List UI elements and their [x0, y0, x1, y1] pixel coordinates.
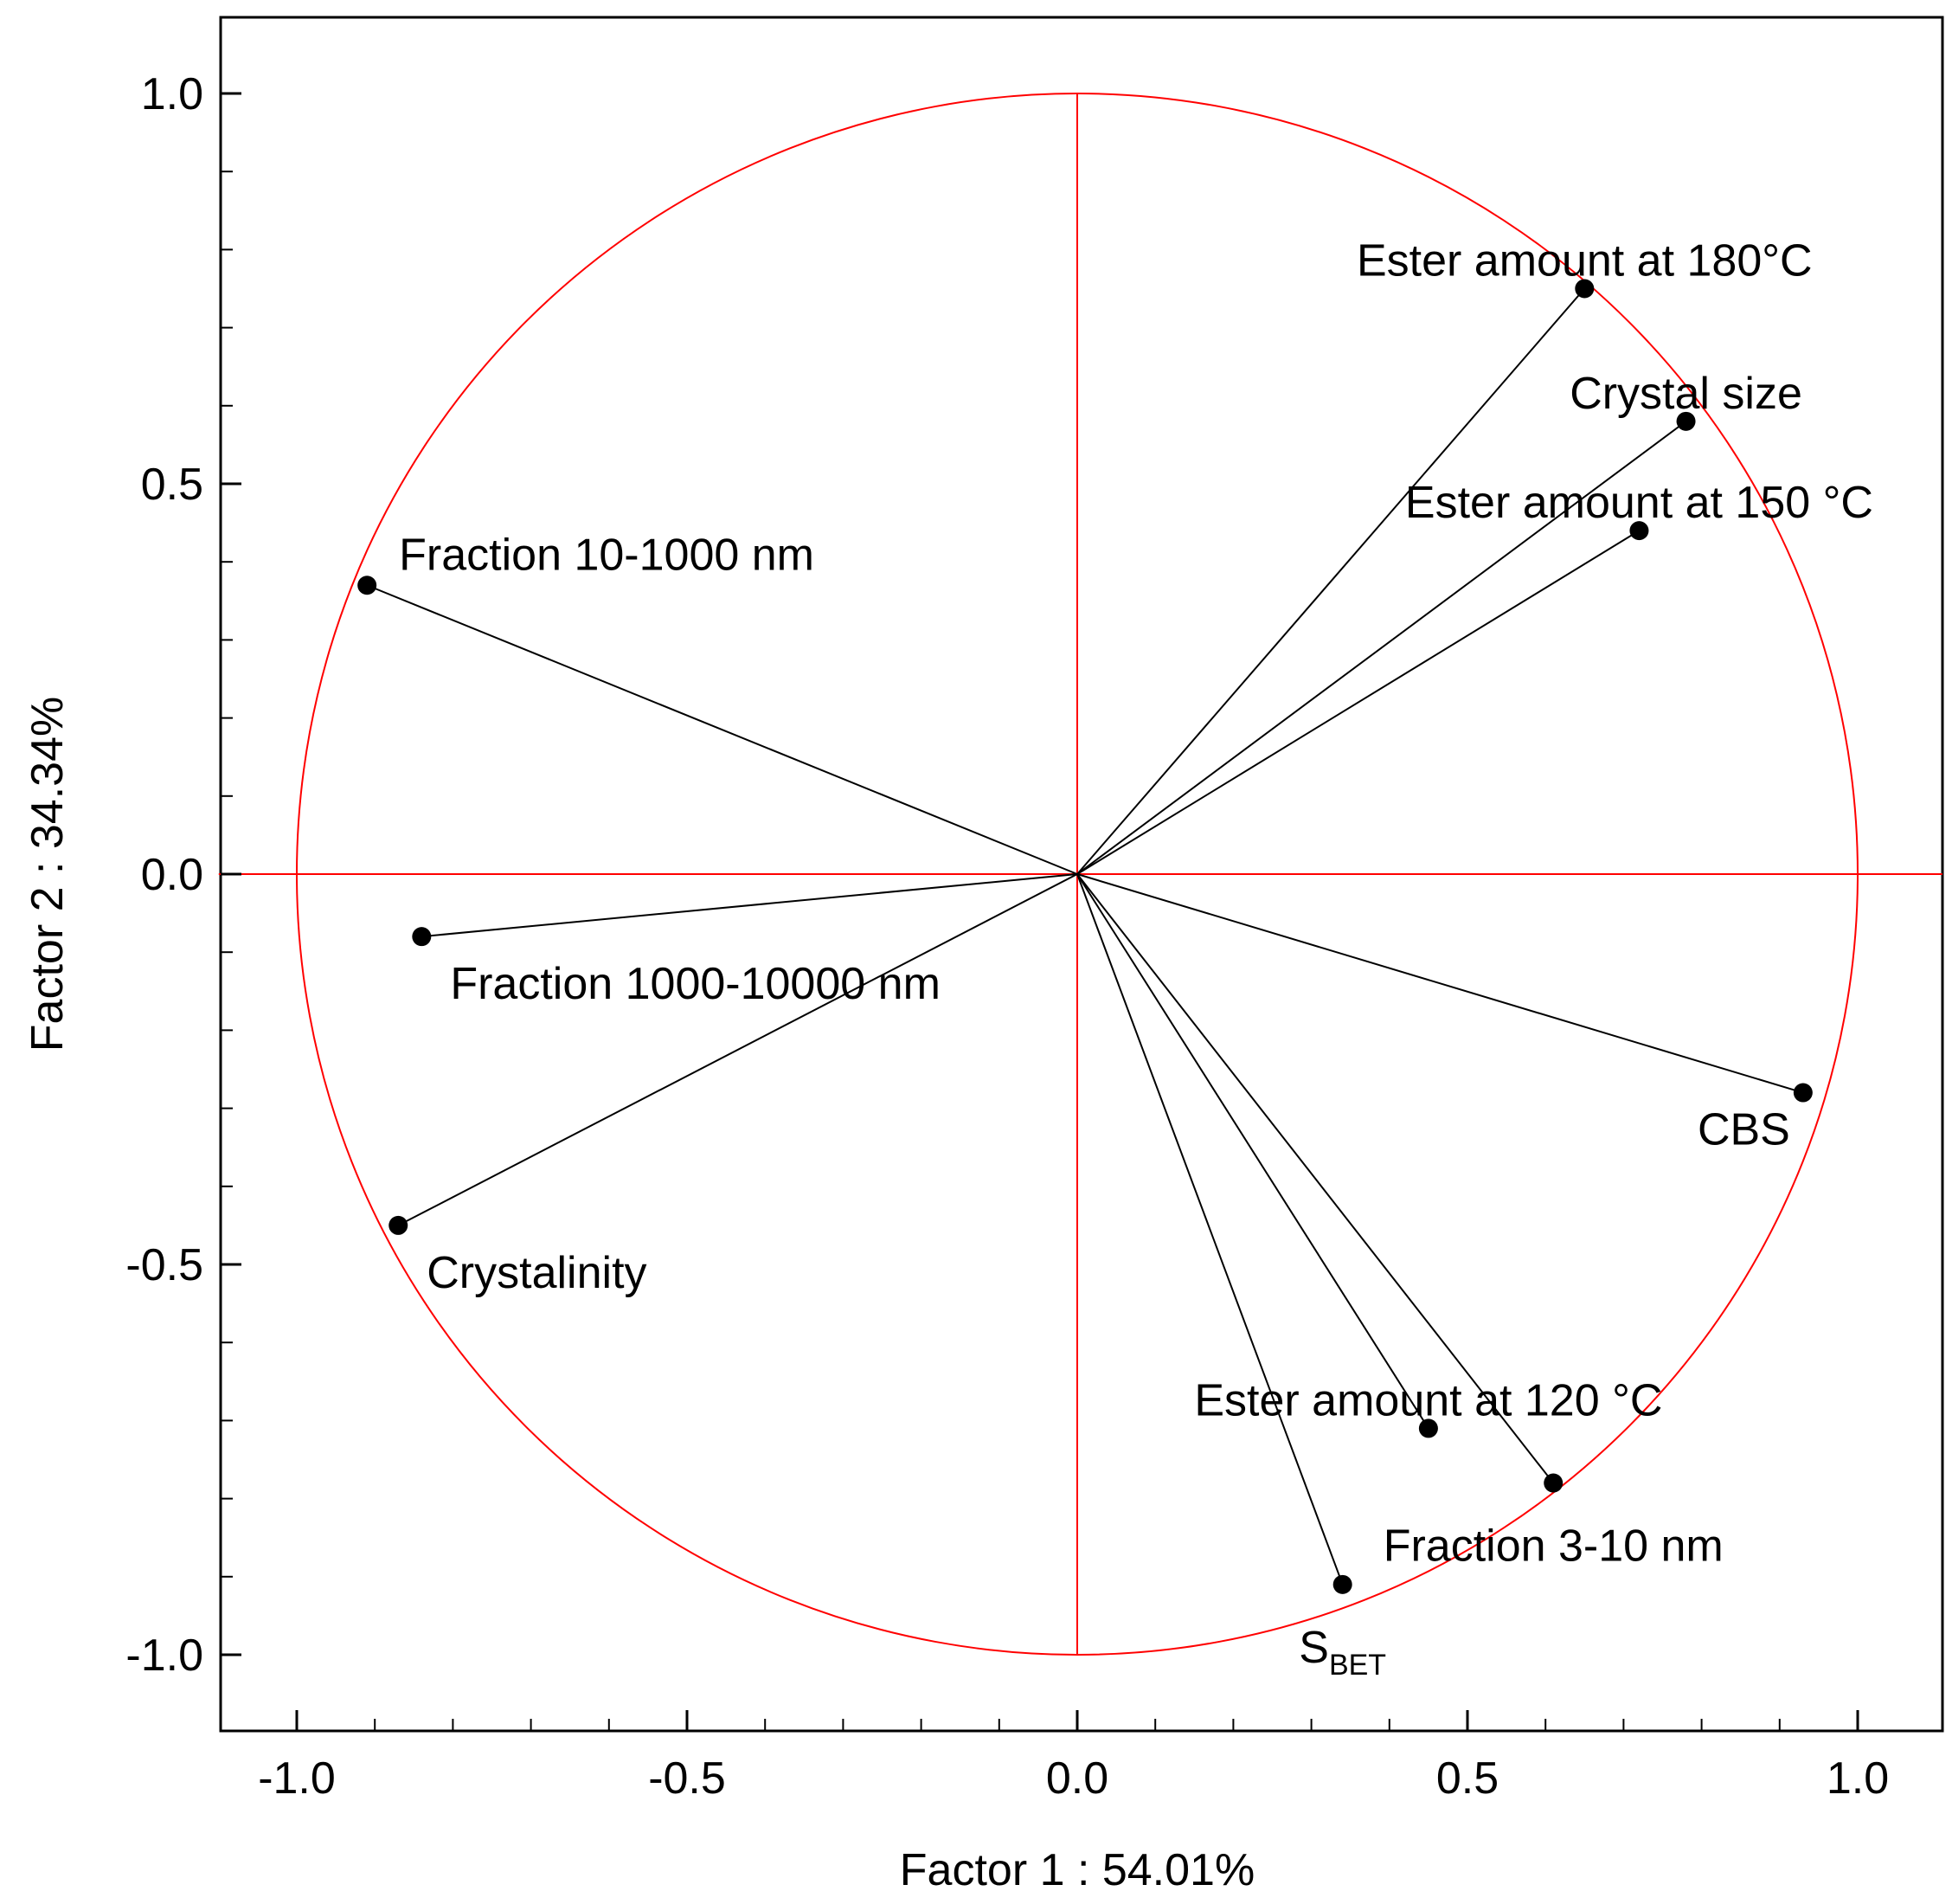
y-tick-label: -0.5: [125, 1240, 203, 1290]
point-ester-amount-at-150-c: [1629, 521, 1649, 541]
label-crystal-size: Crystal size: [1570, 369, 1802, 419]
point-ester-amount-at-180-c: [1575, 279, 1595, 299]
axis-ticks: -1.0 -0.5 0.0 0.5 1.0 -1.0 -0.5 0.0 0.5 1.0: [125, 69, 1889, 1804]
vector-ester-amount-at-120-c: [1076, 873, 1429, 1429]
point-fraction-1000-10000-nm: [412, 927, 432, 947]
loading-points: [357, 279, 1813, 1594]
x-axis-title: Factor 1 : 54.01%: [900, 1845, 1255, 1895]
label-crystalinity: Crystalinity: [427, 1248, 646, 1298]
y-axis-title: Factor 2 : 34.34%: [22, 697, 73, 1052]
vector-ester-amount-at-150-c: [1076, 530, 1640, 875]
y-tick-label: 1.0: [141, 69, 203, 119]
point-fraction-10-1000-nm: [357, 576, 377, 595]
point-sbet: [1332, 1574, 1352, 1594]
label-ester-amount-at-120-c: Ester amount at 120 °C: [1194, 1375, 1662, 1425]
x-tick-label: 0.0: [1046, 1753, 1108, 1804]
point-crystal-size: [1676, 411, 1696, 431]
vector-fraction-1000-10000-nm: [421, 873, 1078, 938]
x-tick-label: -0.5: [648, 1753, 726, 1804]
y-tick-label: -1.0: [125, 1631, 203, 1681]
vector-fraction-10-1000-nm: [366, 584, 1078, 875]
label-ester-amount-at-180-c: Ester amount at 180°C: [1357, 236, 1813, 286]
vector-sbet: [1076, 873, 1344, 1586]
vector-ester-amount-at-180-c: [1076, 287, 1586, 875]
variable-labels: Ester amount at 180°C Crystal size Ester a…: [399, 236, 1873, 1682]
label-fraction-10-1000-nm: Fraction 10-1000 nm: [399, 530, 814, 580]
point-cbs: [1793, 1083, 1813, 1103]
point-crystalinity: [388, 1215, 408, 1235]
x-tick-label: 0.5: [1436, 1753, 1499, 1804]
x-tick-label: -1.0: [258, 1753, 336, 1804]
vector-crystal-size: [1076, 421, 1687, 875]
x-tick-label: 1.0: [1827, 1753, 1889, 1804]
point-ester-amount-at-120-c: [1418, 1418, 1438, 1438]
circle-and-axes: [218, 93, 1942, 1656]
label-sbet: SBET: [1299, 1623, 1386, 1682]
y-tick-label: 0.0: [141, 850, 203, 900]
label-ester-amount-at-150-c: Ester amount at 150 °C: [1405, 478, 1873, 528]
label-fraction-1000-10000-nm: Fraction 1000-10000 nm: [450, 959, 941, 1009]
loading-vectors: [366, 287, 1804, 1586]
y-tick-label: 0.5: [141, 460, 203, 510]
vector-fraction-3-10-nm: [1076, 873, 1555, 1484]
point-fraction-3-10-nm: [1544, 1473, 1564, 1493]
vector-cbs: [1076, 873, 1804, 1094]
label-fraction-3-10-nm: Fraction 3-10 nm: [1384, 1521, 1724, 1572]
vector-crystalinity: [397, 873, 1078, 1226]
label-cbs: CBS: [1698, 1105, 1790, 1155]
